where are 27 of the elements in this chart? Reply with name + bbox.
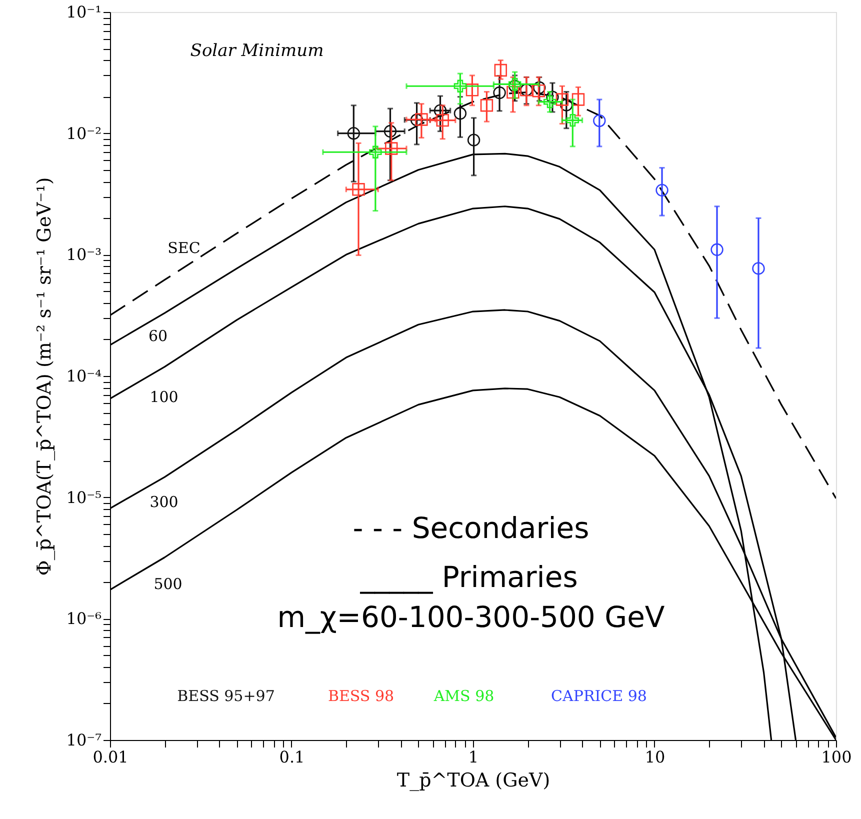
y-tick-label: 10⁻³ [66, 245, 102, 264]
series-label: 300 [150, 493, 178, 511]
annotation: Solar Minimum [190, 41, 324, 61]
text: CAPRICE 98 [551, 687, 647, 705]
x-tick-label: 0.1 [279, 748, 305, 766]
annotation: _____ Primaries [359, 560, 578, 594]
series-label: 100 [150, 388, 178, 406]
y-tick-label: 10⁻⁵ [66, 488, 102, 507]
x-tick-label: 0.01 [92, 748, 128, 766]
series-label: 500 [154, 575, 182, 593]
y-tick-label: 10⁻² [66, 124, 102, 143]
x-tick-label: 1 [468, 748, 479, 766]
x-tick-label: 10 [644, 748, 666, 766]
text: BESS 95+97 [177, 687, 275, 705]
y-tick-label: 10⁻⁴ [66, 366, 102, 386]
x-tick-label: 100 [821, 748, 852, 766]
series-label: SEC [168, 239, 200, 257]
y-axis-title: Φ_p̄^TOA(T_p̄^TOA) (m⁻² s⁻¹ sr⁻¹ GeV⁻¹) [33, 177, 56, 576]
x-axis-title: T_p̄^TOA (GeV) [396, 770, 550, 792]
y-tick-label: 10⁻⁶ [66, 609, 102, 628]
series-label: 60 [148, 327, 168, 345]
annotation: - - - Secondaries [352, 511, 590, 545]
y-tick-label: 10⁻¹ [66, 2, 102, 22]
y-tick-label: 10⁻⁷ [66, 730, 102, 750]
annotation: m_χ=60-100-300-500 GeV [277, 600, 665, 634]
text: BESS 98 [328, 687, 394, 705]
text: AMS 98 [432, 687, 494, 705]
